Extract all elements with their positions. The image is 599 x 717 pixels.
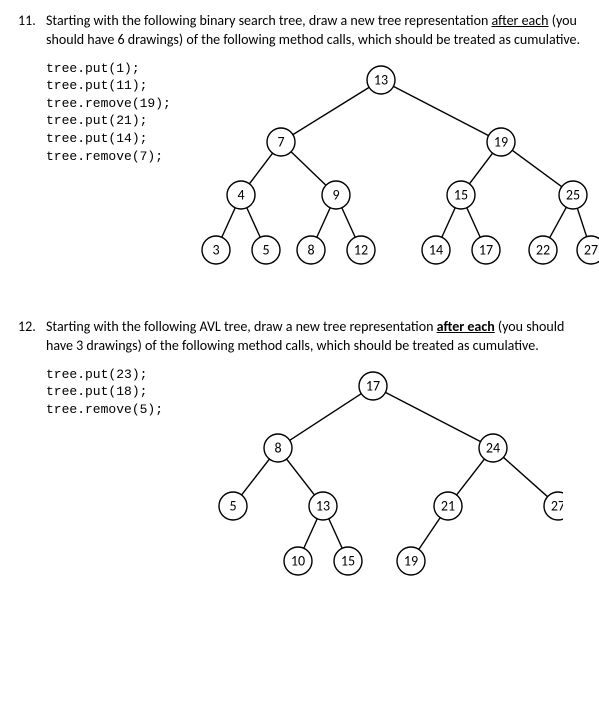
problem-12-tree: 17 8 24 5 13 21 27 10 15 19 <box>163 366 581 596</box>
tree-node-label: 14 <box>429 241 443 258</box>
problem-12: 12. Starting with the following AVL tree… <box>18 318 581 596</box>
tree-node: 3 <box>202 236 230 264</box>
problem-11-text-pre: Starting with the following binary searc… <box>46 12 491 29</box>
problem-12-code: tree.put(23); tree.put(18); tree.remove(… <box>46 366 163 596</box>
problem-11-heading: 11. Starting with the following binary s… <box>18 12 581 50</box>
tree-edge <box>329 518 342 548</box>
tree-node-label: 21 <box>441 497 455 514</box>
problem-12-body: tree.put(23); tree.put(18); tree.remove(… <box>46 366 581 596</box>
tree-edge <box>512 150 561 186</box>
tree-edge <box>247 208 260 238</box>
tree-node: 14 <box>422 236 450 264</box>
tree-edge <box>469 153 492 184</box>
tree-node-label: 13 <box>316 497 330 514</box>
tree-edge <box>442 208 455 238</box>
tree-node: 8 <box>297 236 325 264</box>
tree-node-label: 8 <box>307 241 314 258</box>
tree-node-label: 10 <box>291 552 305 569</box>
tree-edge <box>385 392 480 441</box>
tree-node: 17 <box>472 236 500 264</box>
tree-edge <box>304 518 317 548</box>
tree-edge <box>291 151 326 185</box>
problem-11-number: 11. <box>18 12 46 29</box>
problem-12-heading: 12. Starting with the following AVL tree… <box>18 318 581 356</box>
problem-12-text: Starting with the following AVL tree, dr… <box>46 318 581 356</box>
avl-diagram: 17 8 24 5 13 21 27 10 15 19 <box>163 366 563 596</box>
tree-node-label: 27 <box>551 497 563 514</box>
tree-node: 9 <box>322 181 350 209</box>
tree-node: 7 <box>267 128 295 156</box>
tree-node: 19 <box>487 128 515 156</box>
tree-node: 25 <box>559 181 587 209</box>
tree-node-label: 17 <box>479 241 493 258</box>
tree-node-label: 19 <box>404 552 418 569</box>
tree-node-label: 7 <box>277 133 284 150</box>
tree-node-label: 15 <box>341 552 355 569</box>
tree-node: 15 <box>334 547 362 575</box>
tree-edge <box>242 459 270 495</box>
tree-node-label: 27 <box>584 241 598 258</box>
tree-node-label: 8 <box>274 439 281 456</box>
tree-node: 24 <box>479 434 507 462</box>
tree-edge <box>317 208 330 238</box>
tree-edge <box>550 207 567 237</box>
tree-edge <box>577 208 586 236</box>
tree-edge <box>249 153 272 184</box>
problem-11-body: tree.put(1); tree.put(11); tree.remove(1… <box>46 60 581 290</box>
tree-node-label: 5 <box>262 241 269 258</box>
problem-11: 11. Starting with the following binary s… <box>18 12 581 290</box>
tree-node: 27 <box>577 236 599 264</box>
page: 11. Starting with the following binary s… <box>0 0 599 636</box>
problem-11-text-underlined: after each <box>491 12 548 29</box>
tree-node-label: 9 <box>332 186 339 203</box>
tree-edge <box>467 208 480 238</box>
tree-edge <box>290 393 362 440</box>
problem-11-code: tree.put(1); tree.put(11); tree.remove(1… <box>46 60 171 290</box>
problem-12-number: 12. <box>18 318 46 335</box>
tree-node-label: 25 <box>566 186 580 203</box>
problem-11-text: Starting with the following binary searc… <box>46 12 581 50</box>
tree-node: 10 <box>284 547 312 575</box>
tree-node-label: 5 <box>229 497 236 514</box>
tree-edge <box>457 459 485 495</box>
tree-node: 5 <box>252 236 280 264</box>
tree-node: 4 <box>227 181 255 209</box>
bst-diagram: 137194915253581214172227 <box>171 60 599 290</box>
tree-node-label: 13 <box>374 71 388 88</box>
tree-node: 17 <box>359 372 387 400</box>
tree-node: 8 <box>264 434 292 462</box>
tree-node: 13 <box>309 492 337 520</box>
tree-edge <box>393 86 488 135</box>
tree-edge <box>419 517 440 549</box>
tree-node-label: 22 <box>536 241 550 258</box>
problem-12-text-pre: Starting with the following AVL tree, dr… <box>46 318 437 335</box>
tree-edge <box>503 457 547 496</box>
tree-node: 22 <box>529 236 557 264</box>
tree-node: 5 <box>219 492 247 520</box>
tree-node-label: 15 <box>454 186 468 203</box>
tree-edge <box>287 459 315 495</box>
tree-node: 15 <box>447 181 475 209</box>
tree-node-label: 19 <box>494 133 508 150</box>
tree-edge <box>222 208 235 238</box>
tree-node: 13 <box>367 66 395 94</box>
tree-edge <box>342 208 355 238</box>
tree-node-label: 24 <box>486 439 500 456</box>
problem-12-text-underlined: after each <box>437 318 495 335</box>
tree-node-label: 4 <box>237 186 244 203</box>
tree-edge <box>293 87 369 134</box>
tree-node: 12 <box>347 236 375 264</box>
problem-11-tree: 137194915253581214172227 <box>171 60 599 290</box>
tree-node-label: 3 <box>212 241 219 258</box>
tree-node: 19 <box>397 547 425 575</box>
tree-node-label: 12 <box>354 241 368 258</box>
tree-node-label: 17 <box>366 377 380 394</box>
tree-node: 21 <box>434 492 462 520</box>
